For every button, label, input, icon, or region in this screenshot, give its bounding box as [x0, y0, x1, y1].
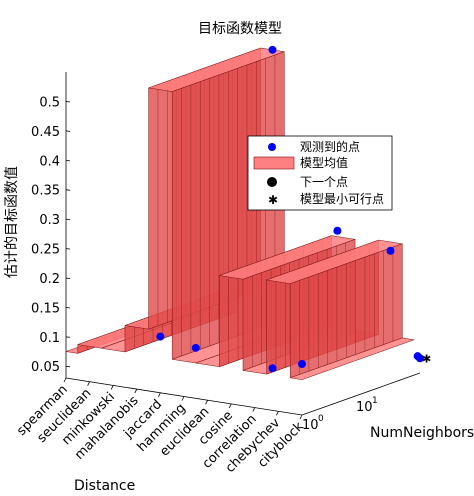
numneighbors-ticks: 10 0 10 1: [302, 396, 378, 433]
legend-symbol-min: ✱: [268, 193, 278, 207]
z-axis-label: 估计的目标函数值: [4, 166, 20, 278]
observed-point-5: [333, 226, 342, 235]
z-tick-label-2: 0.15: [31, 301, 60, 316]
x-tick-mark-8: [252, 407, 256, 412]
z-tick-label-5: 0.3: [39, 213, 60, 228]
legend-label-min: 模型最小可行点: [300, 192, 384, 206]
x-tick-mark-9: [276, 411, 279, 416]
legend-entry-mean: 模型均值: [253, 155, 348, 170]
observed-point-6: [386, 246, 395, 255]
observed-point-1: [191, 343, 200, 352]
observed-point-2: [268, 364, 277, 373]
chart-title: 目标函数模型: [198, 21, 282, 37]
z-tick-mark-4: [65, 248, 71, 250]
x-tick-mark-4: [158, 392, 161, 397]
z-tick-mark-1: [65, 336, 71, 338]
x-tick-mark-5: [181, 396, 185, 401]
y-tick-1: 10 1: [356, 396, 378, 415]
x-tick-mark-3: [134, 388, 138, 394]
x-tick-mark-1: [87, 381, 90, 386]
z-tick-label-8: 0.45: [31, 125, 60, 140]
z-tick-label-0: 0.05: [31, 360, 60, 375]
legend-entry-observed: 观测到的点: [268, 139, 360, 154]
x-tick-mark-2: [110, 385, 114, 390]
z-tick-label-1: 0.1: [39, 331, 60, 346]
legend-label-next: 下一个点: [300, 175, 348, 189]
y-tick-1-exp: 1: [372, 396, 378, 406]
observed-point-0: [156, 332, 165, 341]
min-feasible-point: ✱: [422, 352, 431, 365]
z-tick-mark-0: [65, 365, 71, 368]
z-tick-mark-8: [65, 130, 71, 132]
legend-entry-min: ✱ 模型最小可行点: [268, 192, 384, 207]
legend-entry-next: 下一个点: [267, 175, 348, 189]
legend-symbol-mean: [253, 156, 295, 170]
x-tick-mark-10: [299, 414, 303, 420]
x-axis-label: Distance: [74, 478, 135, 494]
x-tick-mark-6: [205, 400, 208, 405]
z-tick-label-3: 0.2: [39, 272, 60, 287]
y-tick-0-base: 10: [302, 418, 319, 433]
z-ticks: 0.05 0.1 0.15 0.2 0.25 0.3 0.35 0.4 0.45 0.5: [31, 95, 71, 375]
observed-point-8: [413, 352, 422, 361]
z-tick-label-7: 0.4: [39, 154, 60, 169]
y-axis-label: NumNeighbors: [370, 425, 474, 441]
legend-symbol-next: [267, 177, 277, 187]
legend-label-mean: 模型均值: [300, 155, 348, 170]
y-axis-line: [301, 372, 421, 416]
surface: [65, 47, 415, 380]
y-tick-0-exp: 0: [318, 414, 324, 424]
y-tick-1-base: 10: [356, 400, 373, 415]
z-tick-mark-2: [65, 306, 71, 309]
legend-symbol-observed: [268, 143, 276, 151]
z-tick-mark-6: [65, 189, 71, 191]
z-tick-mark-5: [65, 218, 71, 221]
z-tick-label-4: 0.25: [31, 243, 60, 258]
x-tick-mark-0: [63, 377, 67, 383]
observed-points: ✱: [156, 45, 431, 373]
surface-top-10: [290, 337, 415, 380]
legend-label-observed: 观测到的点: [300, 139, 360, 154]
x-tick-mark-7: [228, 403, 232, 409]
observed-point-3: [298, 359, 306, 368]
z-tick-mark-7: [65, 159, 71, 162]
observed-point-4: [268, 45, 277, 54]
z-tick-label-6: 0.35: [31, 184, 60, 199]
z-tick-mark-3: [65, 277, 71, 279]
y-tick-0: 10 0: [302, 414, 324, 433]
legend: 观测到的点 模型均值 下一个点 ✱ 模型最小可行点: [247, 135, 393, 211]
z-tick-label-9: 0.5: [39, 95, 60, 110]
z-tick-mark-9: [65, 101, 71, 103]
